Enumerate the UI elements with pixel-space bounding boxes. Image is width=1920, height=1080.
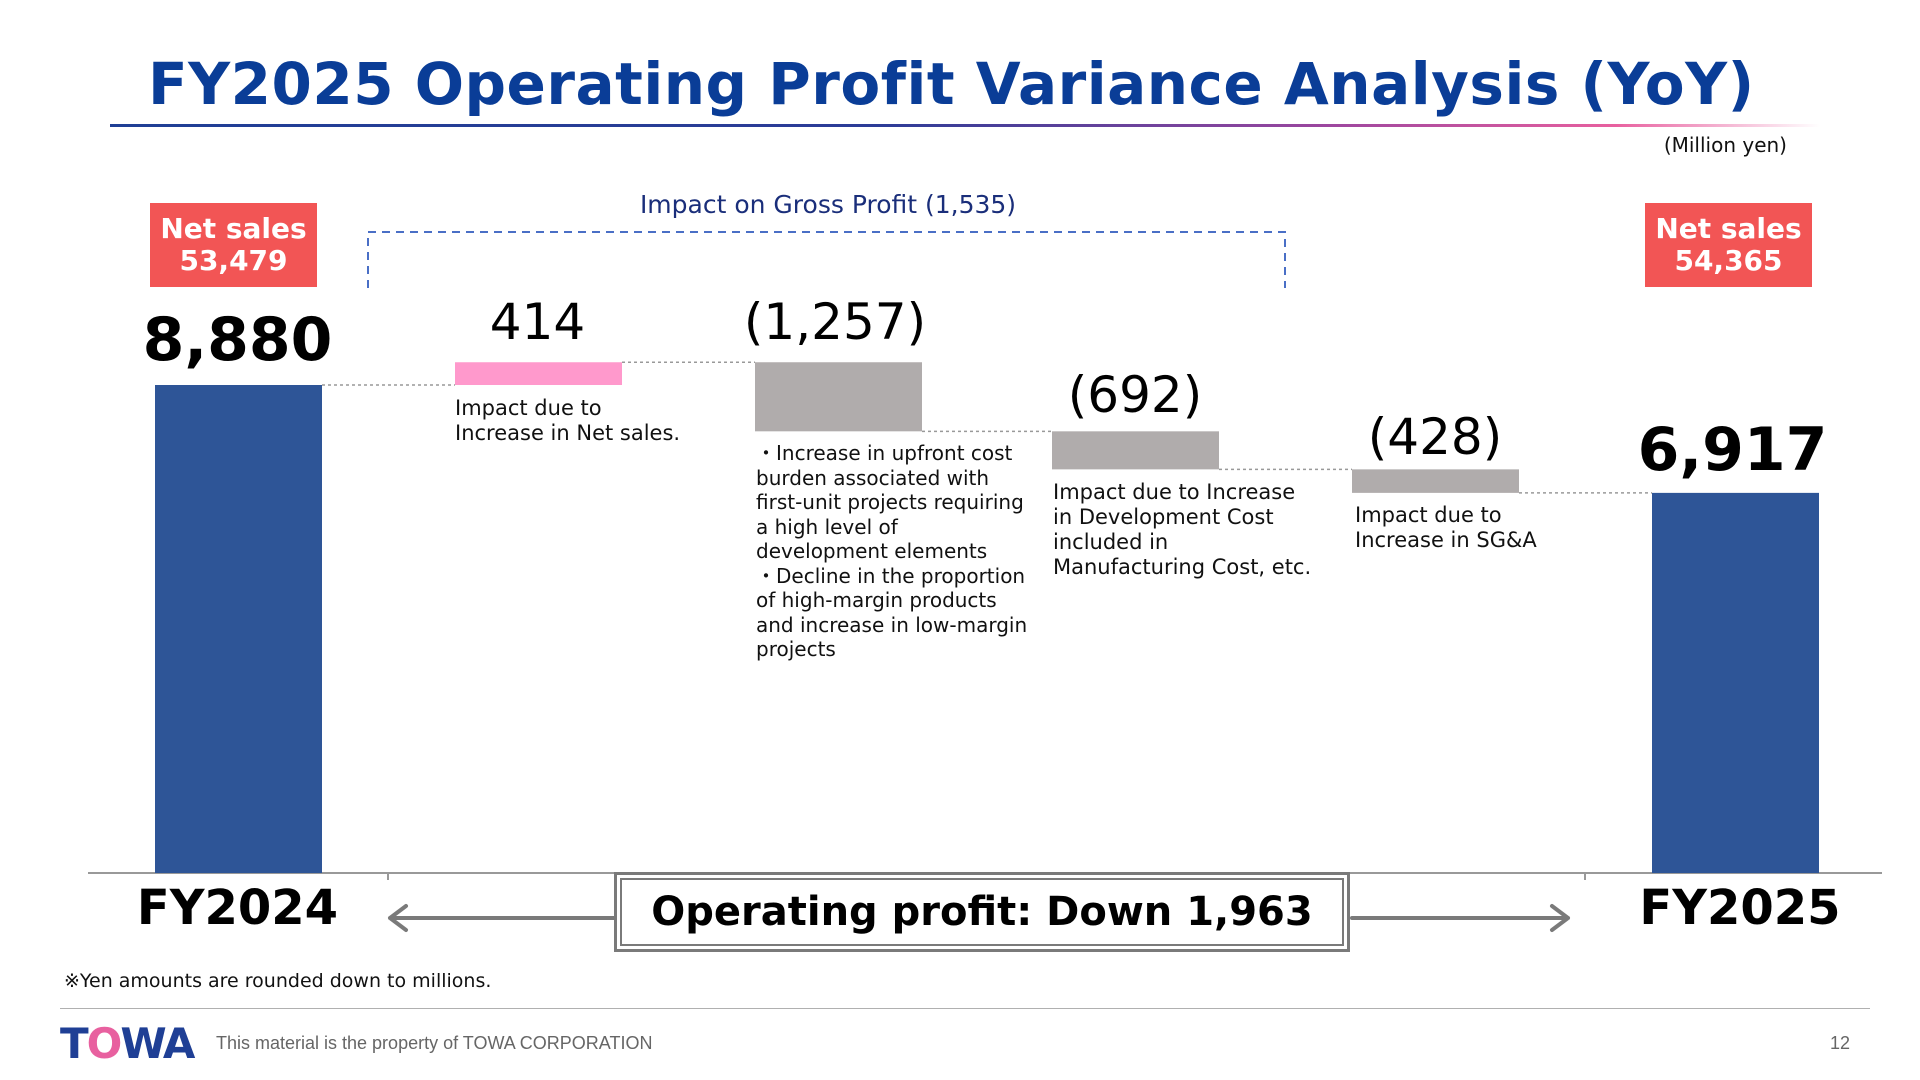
description-development-cost: Impact due to Increase in Development Co… [1053,480,1312,579]
bar-fy2025 [1652,492,1819,873]
data-label-development-cost: (692) [1067,366,1203,424]
data-label-fy2024: 8,880 [142,305,333,375]
footer-copyright: This material is the property of TOWA CO… [216,1033,653,1053]
net-sales-badge-title: Net sales [160,212,307,245]
page-title: FY2025 Operating Profit Variance Analysi… [148,50,1755,118]
description-net-sales-impact: Impact due to Increase in Net sales. [455,396,681,445]
category-label-fy2024: FY2024 [136,880,339,936]
bar-sga [1352,469,1519,493]
operating-profit-summary-box: Operating profit: Down 1,963 [614,872,1350,952]
towa-logo: T O WA [60,1018,195,1068]
net-sales-badge-title: Net sales [1655,212,1802,245]
left-arrow-icon [388,904,616,932]
right-arrow-icon [1350,904,1570,932]
description-upfront-cost: ・Increase in upfront cost burden associa… [756,441,1028,661]
unit-label: (Million yen) [1663,133,1787,157]
data-label-net-sales-impact: 414 [489,293,586,351]
description-sga: Impact due to Increase in SG&A [1355,503,1537,552]
footer-divider [60,1008,1870,1009]
net-sales-badge-fy2024: Net sales 53,479 [150,203,317,287]
net-sales-badge-fy2025: Net sales 54,365 [1645,203,1812,287]
data-label-upfront-cost: (1,257) [743,293,927,351]
gross-profit-bracket [367,231,1286,288]
net-sales-badge-value: 53,479 [179,244,288,277]
bar-fy2024 [155,385,322,873]
bar-development-cost [1052,431,1219,470]
category-label-fy2025: FY2025 [1639,880,1841,936]
operating-profit-summary: Operating profit: Down 1,963 [620,878,1344,946]
data-label-fy2025: 6,917 [1637,415,1828,485]
net-sales-badge-value: 54,365 [1674,244,1783,277]
gross-profit-impact-label: Impact on Gross Profit (1,535) [639,190,1017,219]
data-label-sga: (428) [1367,408,1503,466]
title-underline [110,124,1820,127]
page-number: 12 [1830,1033,1851,1053]
bar-net-sales-impact [455,362,622,385]
footnote: ※Yen amounts are rounded down to million… [64,970,492,992]
bar-upfront-cost [755,362,922,432]
